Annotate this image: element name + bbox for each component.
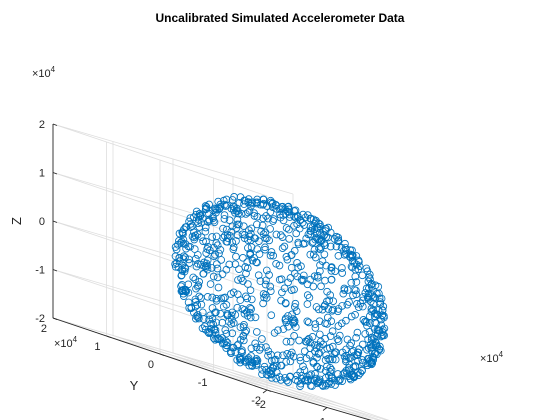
y-tick-label: -1 (198, 377, 208, 389)
data-point (339, 265, 346, 272)
chart-title: Uncalibrated Simulated Accelerometer Dat… (156, 11, 405, 25)
data-point (223, 266, 230, 273)
data-point (304, 301, 311, 308)
x-tick-label: -1 (316, 417, 326, 420)
data-point (244, 295, 251, 302)
data-point (219, 271, 226, 278)
y-tick-label: 2 (41, 323, 47, 335)
data-point (348, 340, 355, 347)
axis-line (267, 390, 507, 420)
y-tick-label: 1 (94, 341, 100, 353)
data-point (248, 345, 255, 352)
data-point (252, 314, 259, 321)
z-axis-multiplier: ×104 (32, 65, 56, 80)
x-tick-labels: -2 -1 0 1 2 (256, 399, 504, 420)
data-point (215, 284, 222, 291)
data-point (234, 291, 241, 298)
z-tick-label: 0 (39, 216, 45, 228)
z-axis-label: Z (9, 217, 24, 225)
data-point (240, 254, 247, 261)
data-point (245, 209, 252, 216)
y-tick-label: 0 (148, 359, 154, 371)
x-tick-mark (323, 408, 327, 411)
data-point (288, 264, 295, 271)
data-point (202, 228, 209, 235)
x-multiplier-exponent: 4 (499, 350, 504, 359)
z-tick-label: -1 (35, 265, 45, 277)
data-point (192, 303, 199, 310)
grid-lines (53, 124, 507, 420)
data-point (291, 286, 298, 293)
data-point (279, 245, 286, 252)
z-tick-label: 1 (39, 168, 45, 180)
data-point (213, 233, 220, 240)
data-point (194, 252, 201, 259)
data-point (233, 253, 240, 260)
data-point (283, 225, 290, 232)
data-points (172, 193, 388, 389)
z-multiplier-exponent: 4 (51, 65, 56, 74)
data-point (207, 281, 214, 288)
y-axis-multiplier: ×104 (54, 335, 78, 350)
data-point (253, 329, 260, 336)
axes-box (53, 124, 507, 420)
data-point (328, 276, 335, 283)
data-point (303, 235, 310, 242)
y-multiplier-exponent: 4 (73, 335, 78, 344)
x-axis-multiplier: ×104 (480, 350, 504, 365)
data-point (204, 293, 211, 300)
data-point (362, 331, 369, 338)
z-tick-label: 2 (39, 119, 45, 131)
data-point (319, 258, 326, 265)
data-point (281, 243, 288, 250)
data-point (318, 283, 325, 290)
z-tick-labels: -2 -1 0 1 2 (35, 119, 45, 325)
y-tick-label: -2 (251, 395, 261, 407)
data-point (268, 312, 275, 319)
grid-line (214, 372, 454, 420)
y-axis-label: Y (130, 378, 139, 393)
z-multiplier-base: ×10 (32, 68, 51, 80)
data-point (248, 296, 255, 303)
data-point (218, 257, 225, 264)
data-point (185, 281, 192, 288)
data-point (274, 352, 281, 359)
data-point (236, 266, 243, 273)
data-point (293, 230, 300, 237)
data-point (273, 231, 280, 238)
data-point (310, 283, 317, 290)
data-point (335, 252, 342, 259)
data-point (190, 274, 197, 281)
data-point (196, 224, 203, 231)
data-point (291, 332, 298, 339)
x-tick-mark (263, 390, 267, 393)
x-multiplier-base: ×10 (480, 353, 499, 365)
data-point (316, 331, 323, 338)
y-multiplier-base: ×10 (54, 338, 73, 350)
grid-line (267, 390, 507, 420)
data-point (267, 226, 274, 233)
data-point (288, 349, 295, 356)
data-point (321, 251, 328, 258)
